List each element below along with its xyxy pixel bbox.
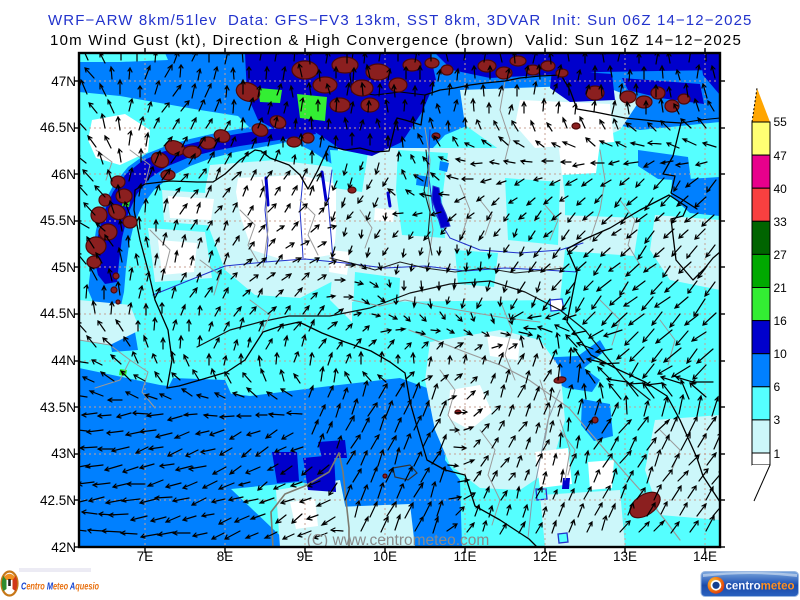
svg-text:47: 47 [774, 149, 788, 163]
svg-text:10: 10 [774, 347, 788, 361]
svg-text:13E: 13E [613, 549, 637, 564]
svg-text:42N: 42N [51, 540, 76, 555]
svg-text:46.5N: 46.5N [40, 120, 76, 135]
svg-text:43N: 43N [51, 446, 76, 461]
svg-text:WRF−ARW 8km/51lev Data: GFS−F: WRF−ARW 8km/51lev Data: GFS−FV3 13km, SS… [48, 12, 753, 29]
svg-text:7E: 7E [137, 549, 154, 564]
svg-text:11E: 11E [453, 549, 476, 564]
svg-text:3: 3 [774, 413, 781, 427]
svg-text:centrometeo: centrometeo [726, 581, 795, 593]
svg-text:8E: 8E [217, 549, 234, 564]
svg-text:33: 33 [774, 215, 788, 229]
svg-text:44.5N: 44.5N [40, 306, 76, 321]
svg-text:16: 16 [774, 314, 788, 328]
svg-text:12E: 12E [533, 549, 557, 564]
svg-text:45.5N: 45.5N [40, 213, 76, 228]
svg-text:47N: 47N [51, 74, 76, 89]
svg-text:40: 40 [774, 182, 788, 196]
svg-text:43.5N: 43.5N [40, 400, 76, 415]
svg-text:44N: 44N [51, 353, 76, 368]
svg-text:1: 1 [774, 447, 781, 461]
svg-text:9E: 9E [297, 549, 314, 564]
svg-text:46N: 46N [51, 167, 76, 182]
svg-text:42.5N: 42.5N [40, 493, 76, 508]
svg-text:(C) www.centrometeo.com: (C) www.centrometeo.com [307, 532, 490, 549]
svg-text:45N: 45N [51, 260, 76, 275]
svg-text:21: 21 [774, 281, 788, 295]
svg-text:14E: 14E [693, 549, 717, 564]
svg-text:55: 55 [774, 115, 788, 129]
svg-text:Centro Meteo Aquesio: Centro Meteo Aquesio [21, 581, 99, 593]
svg-text:27: 27 [774, 248, 788, 262]
svg-text:10E: 10E [373, 549, 397, 564]
svg-text:6: 6 [774, 380, 781, 394]
svg-text:10m Wind Gust (kt), Direction: 10m Wind Gust (kt), Direction & High Con… [50, 32, 742, 49]
